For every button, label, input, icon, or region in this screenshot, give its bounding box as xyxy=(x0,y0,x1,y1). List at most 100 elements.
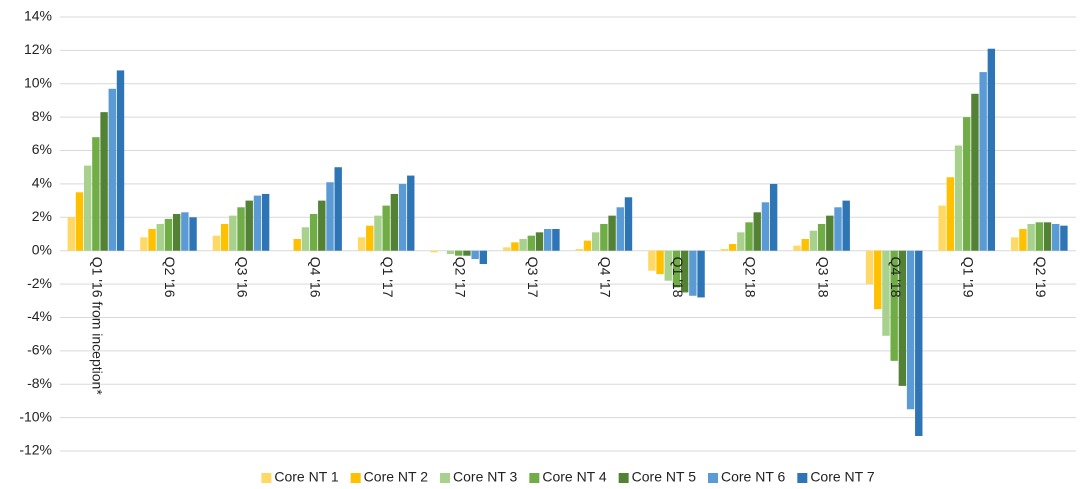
y-tick-label: 10% xyxy=(24,74,52,90)
bar xyxy=(801,239,809,251)
bar xyxy=(882,250,890,336)
bar xyxy=(842,200,850,251)
bar xyxy=(697,250,705,298)
bar xyxy=(309,213,318,251)
bar xyxy=(575,249,583,251)
bar xyxy=(1011,237,1019,251)
bar xyxy=(737,232,745,251)
x-tick-label: Q3 '18 xyxy=(815,257,831,298)
bar xyxy=(987,48,996,251)
bar xyxy=(446,250,455,255)
y-tick-label: 0% xyxy=(32,241,52,257)
bar xyxy=(624,197,633,251)
bar xyxy=(189,217,197,251)
bar xyxy=(229,215,237,251)
bar xyxy=(963,117,971,251)
bar xyxy=(253,195,262,251)
bar xyxy=(172,213,181,251)
bar xyxy=(898,250,907,386)
bar xyxy=(753,212,761,251)
bar xyxy=(67,217,75,251)
bar xyxy=(140,237,148,251)
bar xyxy=(156,223,164,251)
bar xyxy=(689,250,697,296)
bar xyxy=(769,183,778,251)
legend-swatch xyxy=(440,473,451,483)
legend-label: Core NT 5 xyxy=(632,469,697,485)
bar xyxy=(552,228,560,251)
x-tick-label: Q1 '17 xyxy=(380,257,396,298)
x-tick-label: Q4 '17 xyxy=(598,257,614,298)
y-tick-label: -2% xyxy=(27,275,52,291)
x-tick-label: Q1 '18 xyxy=(670,257,686,298)
x-tick-label: Q1 '19 xyxy=(960,257,976,298)
bar xyxy=(519,239,527,251)
bar xyxy=(326,182,334,251)
bar xyxy=(946,177,955,251)
bar xyxy=(527,235,536,251)
bar xyxy=(544,228,552,251)
bar xyxy=(1043,222,1052,251)
bar xyxy=(92,137,100,251)
bar xyxy=(979,72,987,251)
x-tick-label: Q4 '16 xyxy=(307,257,323,298)
y-tick-label: -10% xyxy=(19,408,52,424)
bar xyxy=(834,207,842,251)
bar xyxy=(237,207,245,251)
bar xyxy=(511,242,519,251)
bar xyxy=(1052,223,1060,251)
bar xyxy=(220,223,229,251)
bar xyxy=(83,165,92,251)
bar xyxy=(479,250,488,265)
bar xyxy=(382,205,390,251)
x-tick-label: Q3 '16 xyxy=(235,257,251,298)
bar xyxy=(672,250,681,288)
legend-swatch xyxy=(618,473,629,483)
bar xyxy=(591,232,600,251)
bar xyxy=(318,200,326,251)
bar xyxy=(648,250,656,271)
bar xyxy=(261,193,270,251)
bar xyxy=(75,192,84,251)
bar xyxy=(301,227,310,251)
bar xyxy=(471,250,479,260)
bar xyxy=(600,223,608,251)
y-tick-label: 6% xyxy=(32,141,52,157)
bar xyxy=(293,239,301,251)
y-tick-label: 8% xyxy=(32,108,52,124)
bar xyxy=(212,235,221,251)
bar xyxy=(374,215,382,251)
y-tick-label: -6% xyxy=(27,342,52,358)
legend-label: Core NT 4 xyxy=(542,469,607,485)
bar xyxy=(1019,228,1027,251)
bar xyxy=(1027,223,1035,251)
bar xyxy=(164,218,173,251)
legend: Core NT 1 Core NT 2 Core NT 3 Core NT 4 Core… xyxy=(261,469,875,485)
bar xyxy=(720,249,729,251)
bar xyxy=(874,250,882,310)
bar xyxy=(535,232,544,251)
x-tick-label: Q2 '16 xyxy=(162,257,178,298)
x-tick-label: Q4 '18 xyxy=(888,257,904,298)
bar xyxy=(334,167,342,251)
x-tick-label: Q2 '18 xyxy=(743,257,759,298)
bar xyxy=(890,250,898,361)
legend-label: Core NT 7 xyxy=(810,469,875,485)
bar xyxy=(680,250,689,293)
bar xyxy=(608,215,616,251)
bar xyxy=(1060,225,1068,251)
bar xyxy=(915,250,923,436)
y-tick-label: 14% xyxy=(24,8,52,24)
bar xyxy=(656,250,664,275)
bar xyxy=(616,207,624,251)
bar xyxy=(954,145,963,251)
y-tick-label: -8% xyxy=(27,375,52,391)
bar xyxy=(245,200,253,251)
bar xyxy=(357,237,366,251)
bar xyxy=(583,240,592,251)
bar xyxy=(817,223,826,251)
bar xyxy=(906,250,915,410)
y-tick-label: 2% xyxy=(32,208,52,224)
bar xyxy=(148,228,156,251)
